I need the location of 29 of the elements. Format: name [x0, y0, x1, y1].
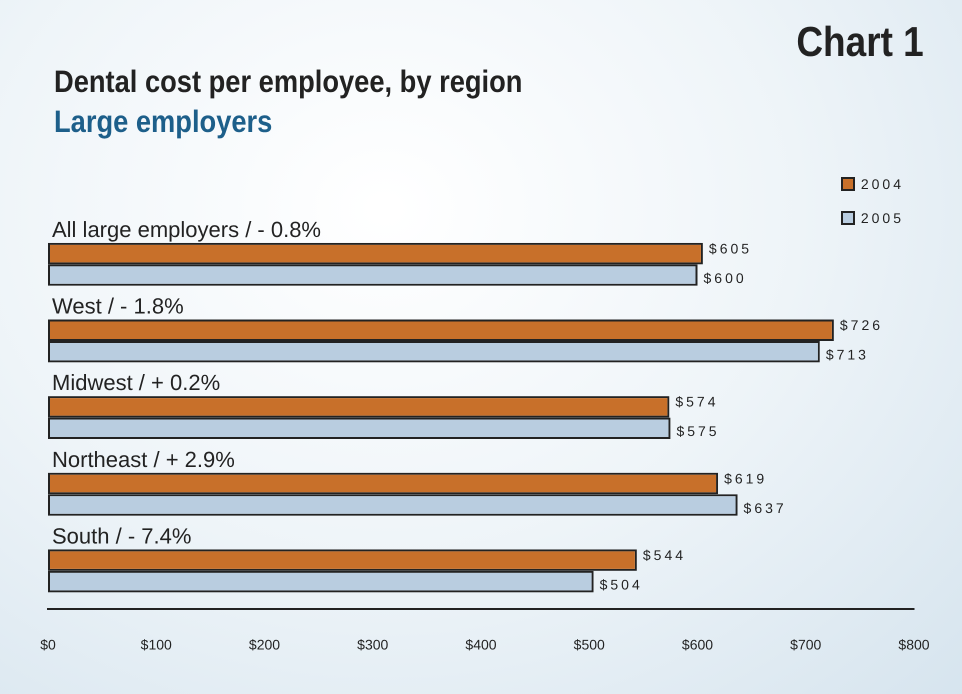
chart-title: Dental cost per employee, by region — [54, 64, 522, 100]
x-tick-label: $0 — [40, 636, 56, 652]
data-label: $600 — [704, 270, 747, 286]
x-tick-label: $800 — [898, 636, 930, 652]
x-tick-label: $400 — [465, 636, 497, 652]
data-label: $575 — [676, 423, 720, 440]
x-tick-label: $100 — [140, 636, 172, 652]
legend-label: 2005 — [860, 210, 904, 226]
x-tick-label: $500 — [574, 636, 606, 652]
x-tick-label: $200 — [248, 636, 280, 652]
y-tick-label: All large employers / - 0.8% — [52, 216, 321, 242]
data-label: $574 — [675, 394, 719, 410]
y-tick-label: South / - 7.4% — [52, 523, 192, 548]
x-tick-label: $600 — [682, 636, 714, 652]
y-tick-label: Midwest / + 0.2% — [52, 370, 220, 396]
chart-subtitle: Large employers — [54, 104, 272, 140]
legend-label: 2004 — [860, 176, 904, 192]
y-tick-label: West / - 1.8% — [52, 294, 184, 319]
caption: Chart 1 — [796, 18, 924, 66]
x-tick-label: $300 — [357, 636, 389, 652]
data-label: $726 — [840, 317, 884, 334]
y-tick-label: Northeast / + 2.9% — [52, 446, 235, 472]
data-label: $504 — [600, 576, 643, 592]
data-label: $619 — [724, 470, 768, 486]
data-label: $637 — [744, 500, 787, 516]
x-tick-label: $700 — [790, 636, 822, 652]
data-label: $713 — [826, 346, 869, 363]
data-label: $605 — [708, 240, 752, 256]
data-label: $544 — [642, 547, 686, 564]
